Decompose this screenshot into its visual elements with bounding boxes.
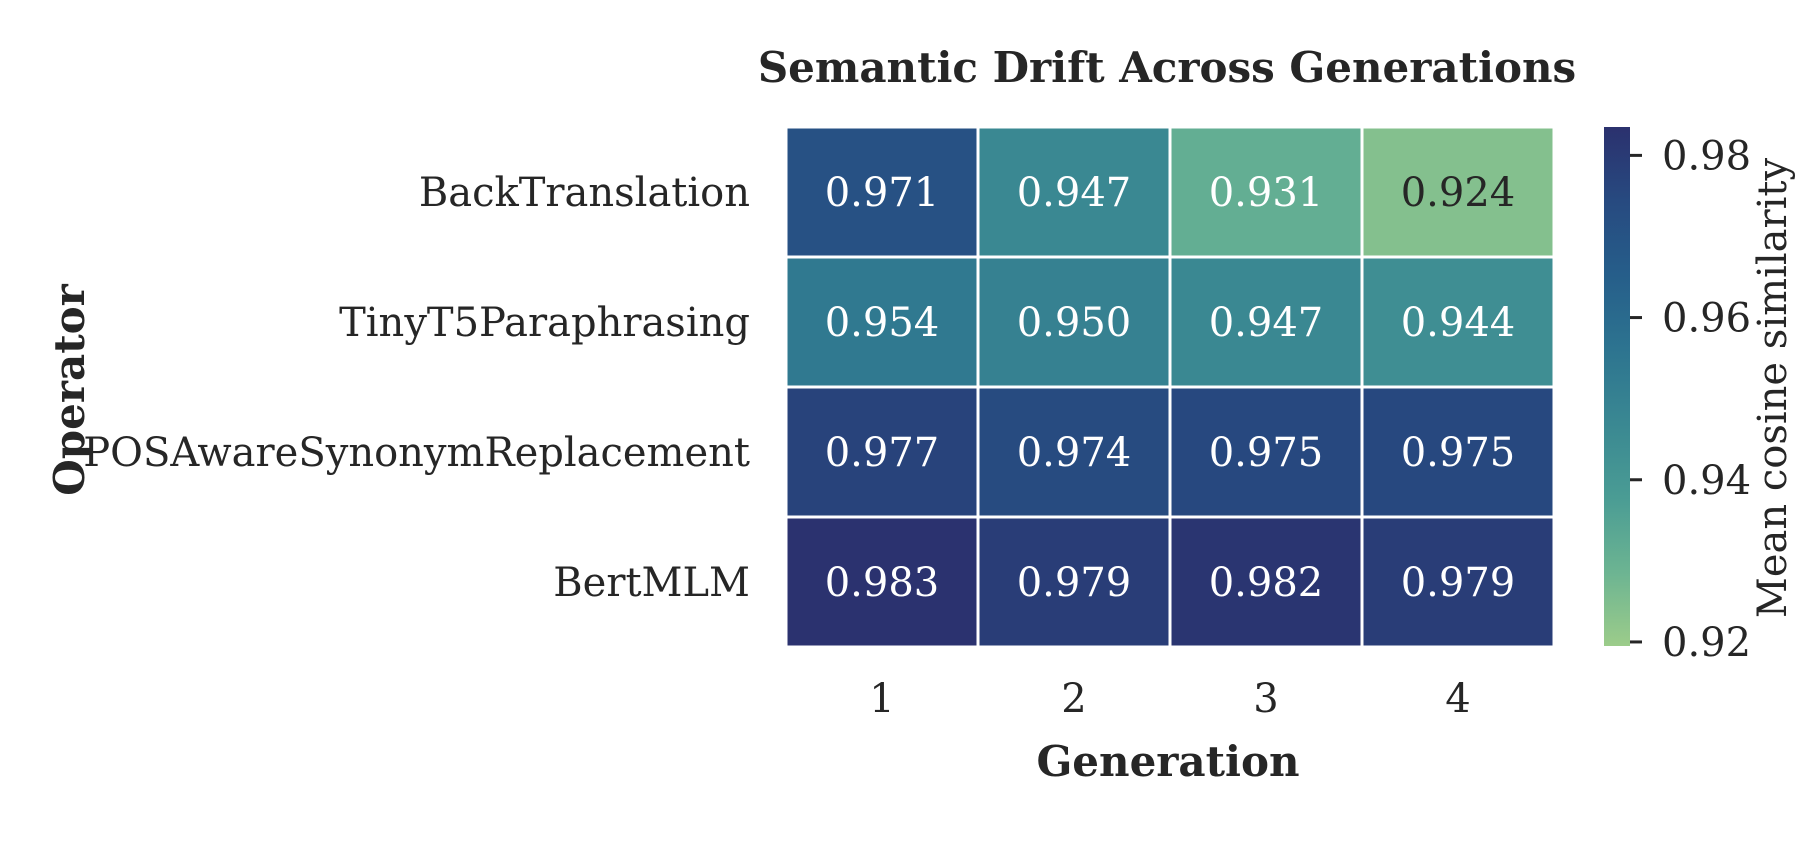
heatmap-cell: [976, 125, 1172, 259]
colorbar-tick-label: 0.96: [1662, 296, 1751, 342]
x-tick-label: 3: [1253, 676, 1278, 722]
cell-value-label: 0.979: [1017, 560, 1132, 606]
heatmap-cell: [976, 385, 1172, 519]
heatmap-cell: [1360, 385, 1556, 519]
x-axis-title: Generation: [1036, 737, 1299, 786]
colorbar-tick-label: 0.92: [1662, 620, 1751, 666]
cell-value-label: 0.971: [825, 170, 940, 216]
colorbar-label: Mean cosine similarity: [1750, 158, 1796, 619]
chart-title: Semantic Drift Across Generations: [758, 43, 1576, 92]
cell-value-label: 0.979: [1401, 560, 1516, 606]
y-tick-label: BertMLM: [553, 560, 750, 606]
y-axis-title: Operator: [45, 283, 94, 495]
x-tick-labels: 1 2 3 4: [869, 676, 1470, 722]
x-tick-label: 4: [1445, 676, 1470, 722]
cell-value-label: 0.954: [825, 300, 940, 346]
colorbar-gradient: [1604, 127, 1630, 646]
cell-value-label: 0.977: [825, 430, 940, 476]
cell-value-label: 0.947: [1209, 300, 1324, 346]
cell-value-label: 0.931: [1209, 170, 1324, 216]
heatmap-cell: [976, 515, 1172, 649]
colorbar-tick-label: 0.94: [1662, 458, 1751, 504]
heatmap-cell: [1360, 125, 1556, 259]
cell-value-label: 0.975: [1401, 430, 1516, 476]
heatmap-cell: [1360, 255, 1556, 389]
cell-value-label: 0.950: [1017, 300, 1132, 346]
colorbar-tick-label: 0.98: [1662, 133, 1751, 179]
cell-value-label: 0.983: [825, 560, 940, 606]
y-tick-label: BackTranslation: [419, 170, 750, 216]
cell-value-label: 0.974: [1017, 430, 1132, 476]
heatmap-cell: [976, 255, 1172, 389]
cell-value-label: 0.947: [1017, 170, 1132, 216]
cell-value-label: 0.944: [1401, 300, 1516, 346]
x-tick-label: 1: [869, 676, 894, 722]
y-tick-label: POSAwareSynonymReplacement: [83, 430, 750, 476]
heatmap-cells: 0.971 0.947 0.931 0.924 0.954 0.950 0.947 0.944…: [784, 125, 1556, 649]
heatmap-cell: [784, 515, 980, 649]
cell-value-label: 0.982: [1209, 560, 1324, 606]
heatmap-cell: [1168, 125, 1364, 259]
cell-value-label: 0.924: [1401, 170, 1516, 216]
y-tick-labels: BackTranslation TinyT5Paraphrasing POSAwar…: [83, 170, 750, 606]
heatmap-cell: [784, 125, 980, 259]
x-tick-label: 2: [1061, 676, 1086, 722]
heatmap-cell: [1360, 515, 1556, 649]
cell-value-label: 0.975: [1209, 430, 1324, 476]
y-tick-label: TinyT5Paraphrasing: [339, 300, 750, 346]
